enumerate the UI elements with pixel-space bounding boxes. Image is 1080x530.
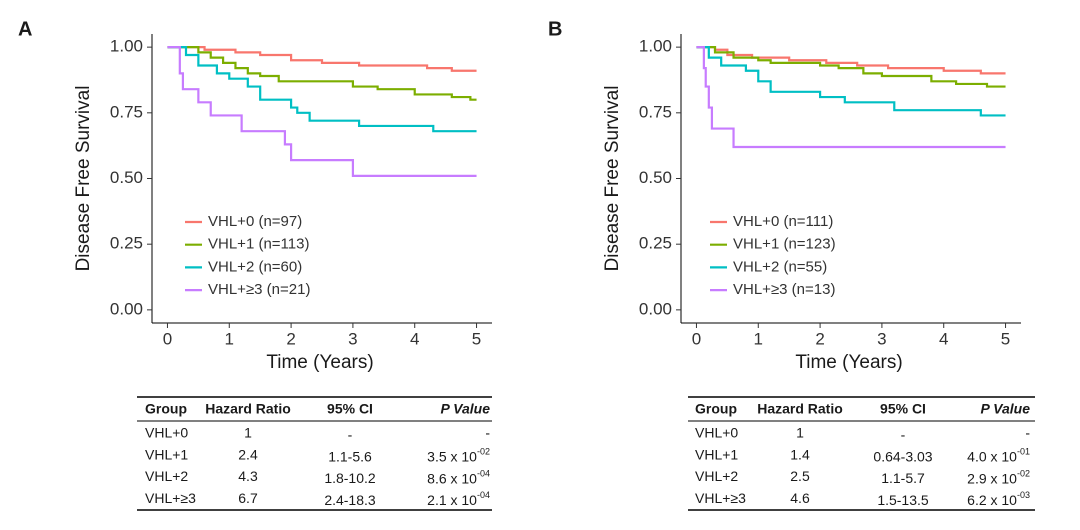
table-cell: 1.1-5.7 [881,470,925,486]
p-value: 2.1 x 10 [427,492,477,508]
x-tick-label: 3 [877,329,886,348]
table-cell: 2.4 [238,446,258,462]
p-value: 8.6 x 10 [427,470,477,486]
table-cell: VHL+≥3 [145,490,196,506]
survival-curve [696,46,1006,149]
x-tick-label: 5 [472,329,481,348]
p-exponent: -02 [477,447,490,457]
survival-curve [167,46,477,177]
x-tick-label: 0 [163,329,172,348]
p-exponent: -03 [1017,490,1030,500]
survival-curve [696,46,1006,88]
survival-curve [167,46,477,101]
legend-label: VHL+0 (n=97) [208,213,302,230]
legend-label: VHL+1 (n=113) [208,236,309,253]
table-cell: - [901,427,906,443]
table-cell: 6.7 [238,490,258,506]
x-tick-label: 4 [410,329,419,348]
table-cell: 2.5 [790,468,810,484]
y-tick-label: 0.00 [110,299,143,318]
p-value: 3.5 x 10 [427,448,477,464]
table-cell: VHL+1 [695,446,738,462]
table-cell: 2.9 x 10-02 [967,469,1030,486]
table-cell: - [1025,425,1030,441]
table-cell: 4.6 [790,490,810,506]
survival-curve [167,46,477,72]
legend-label: VHL+2 (n=60) [208,258,302,275]
table-cell: 6.2 x 10-03 [967,490,1030,507]
table-header: Group [145,401,187,417]
y-tick-label: 0.75 [639,102,672,121]
y-tick-label: 0.50 [110,168,143,187]
legend-label: VHL+0 (n=111) [733,213,833,230]
table-cell: 1.8-10.2 [324,470,376,486]
table-cell: VHL+0 [695,425,738,441]
table-cell: VHL+2 [695,468,738,484]
table-cell: 4.3 [238,468,258,484]
x-tick-label: 1 [225,329,234,348]
table-cell: 4.0 x 10-01 [967,447,1030,464]
y-tick-label: 0.50 [639,168,672,187]
x-tick-label: 2 [815,329,824,348]
x-axis-title: Time (Years) [266,352,373,373]
p-exponent: -04 [477,469,490,479]
table-cell: 1.5-13.5 [877,492,929,508]
table-cell: VHL+2 [145,468,188,484]
p-exponent: -02 [1017,469,1030,479]
p-value: 2.9 x 10 [967,470,1017,486]
legend-label: VHL+≥3 (n=21) [208,281,310,298]
table-cell: 1.4 [790,446,810,462]
x-tick-label: 1 [754,329,763,348]
table-cell: - [485,425,490,441]
table-cell: - [348,427,353,443]
survival-curve [167,46,477,133]
table-header: Group [695,401,737,417]
x-tick-label: 0 [692,329,701,348]
p-value: 4.0 x 10 [967,448,1017,464]
table-cell: 2.4-18.3 [324,492,376,508]
legend-label: VHL+1 (n=123) [733,236,836,253]
table-header: 95% CI [880,401,926,417]
y-axis-title: Disease Free Survival [602,86,623,272]
y-tick-label: 0.25 [110,234,143,253]
table-header: 95% CI [327,401,373,417]
table-header: P Value [980,401,1030,417]
legend-label: VHL+≥3 (n=13) [733,281,835,298]
x-tick-label: 3 [348,329,357,348]
table-header: P Value [440,401,490,417]
y-tick-label: 0.00 [639,299,672,318]
y-tick-label: 0.25 [639,234,672,253]
p-exponent: -01 [1017,447,1030,457]
table-cell: 1.1-5.6 [328,448,372,464]
x-tick-label: 5 [1001,329,1010,348]
survival-curve [696,46,1006,117]
y-tick-label: 0.75 [110,102,143,121]
table-cell: 1 [244,425,252,441]
table-cell: VHL+≥3 [695,490,746,506]
table-cell: 0.64-3.03 [873,448,932,464]
table-cell: 2.1 x 10-04 [427,490,490,507]
table-cell: 1 [796,425,804,441]
x-tick-label: 4 [939,329,948,348]
legend-label: VHL+2 (n=55) [733,258,827,275]
y-tick-label: 1.00 [639,37,672,56]
p-exponent: -04 [477,490,490,500]
table-cell: VHL+1 [145,446,188,462]
survival-curve [696,46,1006,75]
x-tick-label: 2 [286,329,295,348]
y-axis-title: Disease Free Survival [73,86,94,272]
table-header: Hazard Ratio [205,401,291,417]
x-axis-title: Time (Years) [795,352,902,373]
table-cell: VHL+0 [145,425,188,441]
table-header: Hazard Ratio [757,401,843,417]
y-tick-label: 1.00 [110,37,143,56]
panel-label: A [18,18,32,40]
panel-label: B [548,18,562,40]
p-value: 6.2 x 10 [967,492,1017,508]
table-cell: 8.6 x 10-04 [427,469,490,486]
table-cell: 3.5 x 10-02 [427,447,490,464]
